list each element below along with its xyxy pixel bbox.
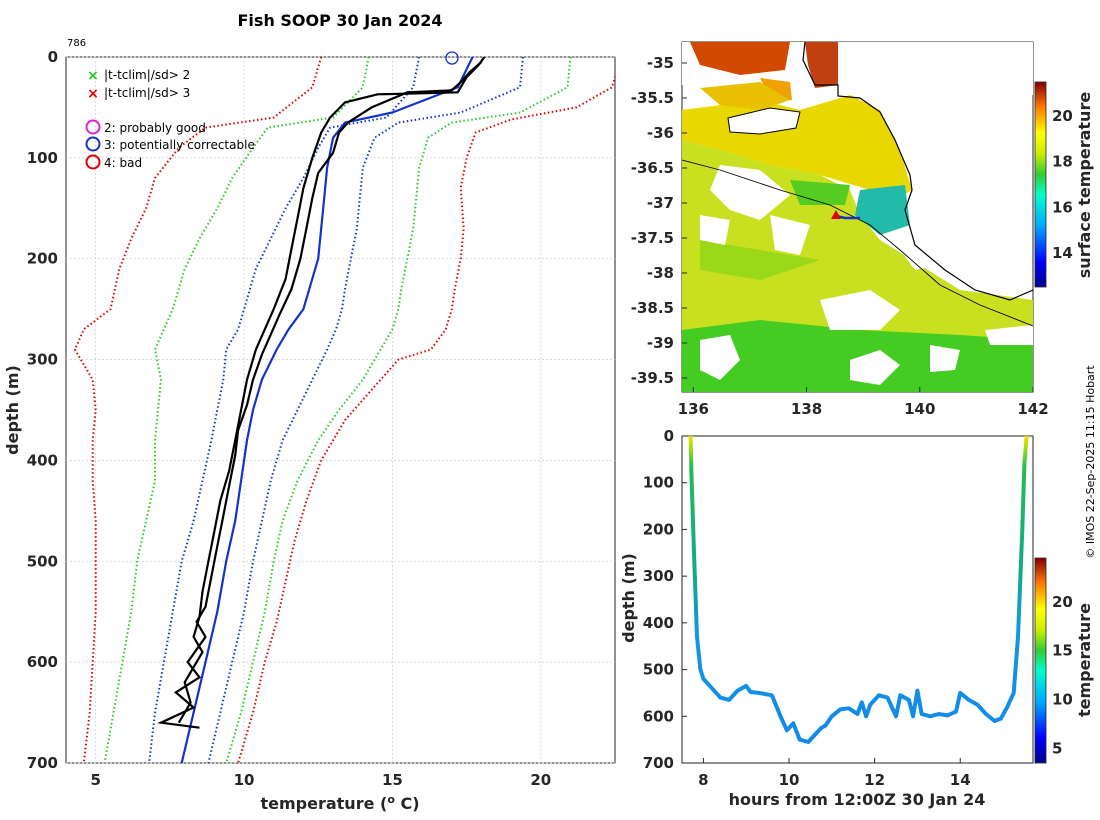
profile-id: 786 bbox=[67, 38, 86, 49]
time-y-tick-label: 700 bbox=[643, 754, 674, 772]
y-tick-label: 700 bbox=[27, 754, 58, 772]
profile-ylabel: depth (m) bbox=[3, 365, 22, 455]
x-marker-icon: × bbox=[87, 68, 99, 84]
series-climatology bbox=[180, 57, 474, 763]
series-xbt-profile bbox=[177, 57, 486, 724]
map-y-tick-label: -39 bbox=[647, 334, 674, 352]
x-tick-label: 5 bbox=[90, 771, 100, 789]
time-x-tick-label: 10 bbox=[779, 771, 800, 789]
time-y-tick-label: 400 bbox=[643, 614, 674, 632]
svg-text:|t-tclim|/sd> 2: |t-tclim|/sd> 2 bbox=[104, 68, 190, 82]
series-clim-3sd bbox=[73, 57, 323, 763]
svg-text:4: bad: 4: bad bbox=[104, 156, 142, 170]
time-x-tick-label: 14 bbox=[950, 771, 971, 789]
map-y-tick-label: -37.5 bbox=[631, 229, 674, 247]
legend-qc-3: 3: potentially correctable bbox=[85, 136, 255, 152]
colorbar-tick-label: 14 bbox=[1052, 244, 1073, 262]
colorbar-tick-label: 5 bbox=[1052, 739, 1062, 757]
map-heatmap bbox=[682, 42, 1033, 392]
time-x-tick-label: 8 bbox=[698, 771, 708, 789]
map-y-tick-label: -37 bbox=[647, 194, 674, 212]
depth-time-ticks: 8 10 12 14 0 100 200 300 400 500 600 700 bbox=[643, 427, 971, 789]
map-ticks: 136 138 140 142 -35 -35.5 -36 -36.5 -37 -37.5 -38 -… bbox=[631, 54, 1049, 418]
map-y-tick-label: -39.5 bbox=[631, 369, 674, 387]
map-y-tick-label: -35.5 bbox=[631, 89, 674, 107]
sst-map: 136 138 140 142 -35 -35.5 -36 -36.5 -37 -37.5 -38 -… bbox=[631, 41, 1094, 418]
colorbar-tick-label: 20 bbox=[1052, 107, 1073, 125]
map-x-tick-label: 138 bbox=[791, 400, 822, 418]
colorbar-tick-label: 18 bbox=[1052, 153, 1073, 171]
x-tick-label: 20 bbox=[530, 771, 551, 789]
x-tick-label: 15 bbox=[382, 771, 403, 789]
time-y-tick-label: 100 bbox=[643, 474, 674, 492]
series-clim-2sd bbox=[225, 57, 572, 763]
y-tick-label: 0 bbox=[48, 48, 58, 66]
time-y-tick-label: 0 bbox=[664, 427, 674, 445]
profile-plot-area bbox=[65, 56, 616, 764]
series-xbt-profile-2 bbox=[157, 61, 483, 729]
depth-time-colorbar-label: temperature bbox=[1075, 603, 1094, 717]
depth-time-plot: 8 10 12 14 0 100 200 300 400 500 600 700 hours from… bbox=[619, 427, 1094, 809]
y-tick-label: 300 bbox=[27, 351, 58, 369]
colorbar-tick-label: 20 bbox=[1052, 593, 1073, 611]
time-y-tick-label: 500 bbox=[643, 661, 674, 679]
depth-time-track bbox=[688, 436, 1029, 744]
series-clim-1sd bbox=[207, 57, 524, 763]
map-y-tick-label: -38.5 bbox=[631, 299, 674, 317]
profile-grid bbox=[66, 56, 615, 764]
colorbar-tick-label: 15 bbox=[1052, 642, 1073, 660]
map-x-tick-label: 140 bbox=[904, 400, 935, 418]
depth-time-colorbar-ticks: 5 10 15 20 bbox=[1052, 593, 1073, 757]
circle-marker-icon bbox=[85, 119, 101, 135]
profile-xlabel: temperature (o C) bbox=[260, 793, 419, 813]
legend-qc-4: 4: bad bbox=[85, 154, 142, 170]
time-y-tick-label: 200 bbox=[643, 520, 674, 538]
depth-time-xlabel: hours from 12:00Z 30 Jan 24 bbox=[729, 790, 986, 809]
chart-title: Fish SOOP 30 Jan 2024 bbox=[238, 11, 443, 30]
y-tick-label: 200 bbox=[27, 250, 58, 268]
x-marker-icon: × bbox=[87, 86, 99, 102]
y-tick-label: 100 bbox=[27, 149, 58, 167]
legend-flag-3sd: × |t-tclim|/sd> 3 bbox=[87, 86, 190, 102]
svg-text:3: potentially correctable: 3: potentially correctable bbox=[104, 138, 255, 152]
map-y-tick-label: -36.5 bbox=[631, 159, 674, 177]
colorbar-tick-label: 16 bbox=[1052, 198, 1073, 216]
series-clim-3sd bbox=[237, 73, 615, 763]
legend-qc-2: 2: probably good bbox=[85, 119, 206, 135]
map-x-tick-label: 142 bbox=[1017, 400, 1048, 418]
circle-marker-icon bbox=[85, 154, 101, 170]
time-y-tick-label: 600 bbox=[643, 707, 674, 725]
y-tick-label: 600 bbox=[27, 653, 58, 671]
depth-time-colorbar bbox=[1034, 557, 1047, 764]
svg-text:2: probably good: 2: probably good bbox=[104, 121, 206, 135]
colorbar-tick-label: 10 bbox=[1052, 691, 1073, 709]
time-x-tick-label: 12 bbox=[864, 771, 885, 789]
circle-marker-icon bbox=[85, 136, 101, 152]
x-tick-label: 10 bbox=[234, 771, 255, 789]
ship-position-marker bbox=[831, 210, 841, 219]
map-colorbar-ticks: 14 16 18 20 bbox=[1052, 107, 1073, 262]
surface-start-marker bbox=[445, 51, 459, 65]
map-y-tick-label: -38 bbox=[647, 264, 674, 282]
map-colorbar bbox=[1034, 81, 1047, 288]
map-x-tick-label: 136 bbox=[678, 400, 709, 418]
series-clim-1sd bbox=[148, 57, 421, 763]
depth-time-ylabel: depth (m) bbox=[619, 553, 638, 643]
map-y-tick-label: -36 bbox=[647, 124, 674, 142]
profile-series bbox=[73, 57, 615, 763]
svg-text:|t-tclim|/sd> 3: |t-tclim|/sd> 3 bbox=[104, 86, 190, 100]
y-tick-label: 400 bbox=[27, 451, 58, 469]
y-tick-label: 500 bbox=[27, 552, 58, 570]
time-y-tick-label: 300 bbox=[643, 567, 674, 585]
map-colorbar-label: surface temperature bbox=[1075, 92, 1094, 279]
legend: × |t-tclim|/sd> 2 × |t-tclim|/sd> 3 2: p… bbox=[85, 68, 255, 170]
map-y-tick-label: -35 bbox=[647, 54, 674, 72]
legend-flag-2sd: × |t-tclim|/sd> 2 bbox=[87, 68, 190, 84]
credit-text: © IMOS 22-Sep-2025 11:15 Hobart bbox=[1084, 365, 1097, 559]
